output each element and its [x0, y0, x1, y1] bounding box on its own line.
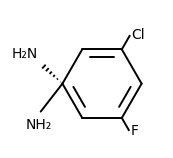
Text: Cl: Cl	[131, 28, 145, 42]
Text: H₂N: H₂N	[11, 47, 38, 61]
Text: F: F	[130, 124, 138, 138]
Text: NH₂: NH₂	[26, 118, 52, 132]
